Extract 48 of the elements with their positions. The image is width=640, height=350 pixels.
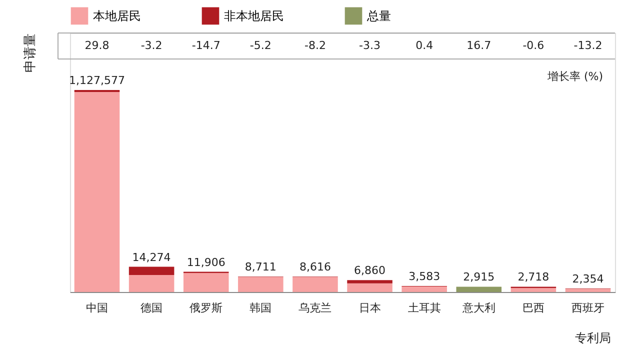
text: -14.7: [192, 39, 220, 52]
text: 16.7: [466, 39, 492, 52]
bar: [238, 277, 284, 292]
annotation: 2,915: [463, 270, 495, 284]
x-tick-label: 西班牙: [571, 302, 604, 314]
bar: [74, 92, 120, 292]
text: -5.2: [250, 39, 272, 52]
annotation: 11,906: [186, 256, 226, 269]
bar: [402, 286, 447, 292]
x-tick-label: 日本: [358, 302, 381, 314]
annotation: 8,616: [299, 260, 331, 274]
x-tick-label: 中国: [86, 302, 108, 314]
text: -8.2: [304, 39, 326, 52]
legend-label: 总量: [366, 8, 391, 23]
annotation: 2,718: [518, 270, 550, 284]
x-tick-label: 德国: [140, 302, 163, 314]
y-axis-title: 申请量: [23, 34, 38, 72]
annotation: 3,583: [408, 270, 440, 283]
bar: [510, 288, 556, 292]
annotation: 14,274: [132, 250, 171, 264]
annotation: 8,711: [244, 260, 276, 274]
annotation: 2,354: [572, 272, 604, 286]
text: -3.3: [359, 39, 381, 52]
annotation: 6,860: [354, 264, 386, 278]
bar: [456, 286, 502, 292]
annotation: 1,127,577: [69, 74, 125, 87]
legend-label: 本地居民: [93, 8, 141, 23]
bar: [128, 275, 174, 292]
bar: [565, 288, 611, 292]
x-tick-label: 俄罗斯: [190, 302, 223, 314]
x-tick-label: 乌克兰: [298, 302, 332, 314]
text: 29.8: [84, 39, 110, 52]
bar: [292, 277, 338, 292]
bar: [128, 266, 174, 276]
text: -0.6: [522, 39, 544, 52]
text: 0.4: [416, 39, 434, 52]
text: -3.2: [140, 39, 162, 52]
x-tick-label: 意大利: [461, 302, 496, 314]
x-axis-title: 专利局: [575, 331, 611, 345]
x-tick-label: 韩国: [250, 302, 272, 314]
text: 增长率 (%): [546, 70, 603, 83]
bar: [347, 280, 392, 284]
text: -13.2: [574, 39, 602, 52]
x-tick-label: 土耳其: [408, 302, 441, 314]
x-tick-label: 巴西: [522, 302, 544, 314]
bar: [183, 273, 229, 292]
bar: [347, 283, 392, 292]
legend-label: 非本地居民: [224, 8, 284, 23]
